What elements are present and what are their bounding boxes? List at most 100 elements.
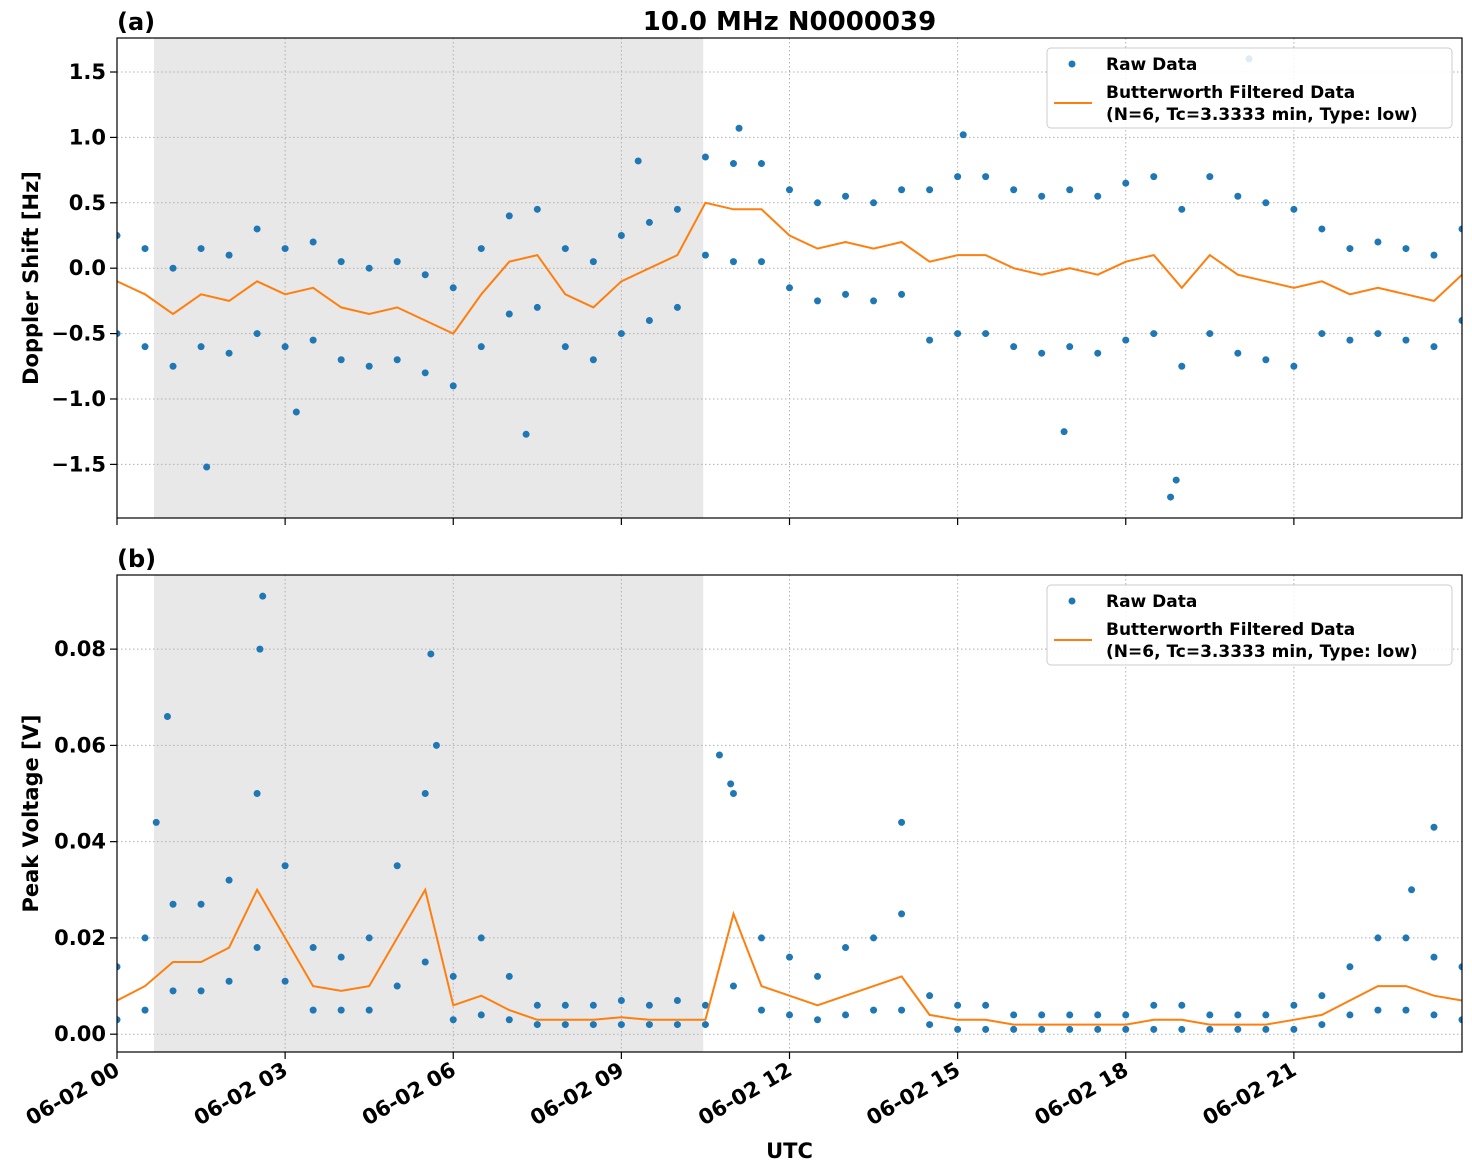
raw-point — [1430, 823, 1438, 831]
raw-point — [421, 271, 429, 279]
raw-point — [117, 963, 121, 971]
raw-point — [225, 876, 233, 884]
raw-point — [735, 124, 743, 132]
raw-point — [1094, 349, 1102, 357]
y-tick-label: 1.0 — [69, 125, 106, 149]
raw-point — [786, 284, 793, 292]
raw-point — [253, 330, 261, 338]
raw-point — [1234, 1025, 1242, 1033]
raw-point — [673, 205, 681, 213]
raw-point — [617, 330, 625, 338]
raw-point — [561, 1001, 569, 1009]
raw-point — [1402, 1006, 1410, 1014]
raw-point — [589, 258, 597, 266]
raw-point — [561, 343, 569, 351]
raw-point — [898, 818, 906, 826]
raw-point — [645, 218, 653, 226]
raw-point — [337, 1006, 345, 1014]
raw-point — [814, 1016, 822, 1024]
raw-point — [898, 910, 906, 918]
raw-point — [701, 153, 709, 161]
raw-point — [169, 264, 177, 272]
raw-point — [169, 900, 177, 908]
raw-point — [505, 972, 513, 980]
legend-label: Raw Data — [1106, 55, 1197, 75]
raw-point — [814, 199, 822, 207]
raw-point — [1122, 1011, 1130, 1019]
raw-point — [1290, 362, 1298, 370]
raw-point — [1318, 992, 1326, 1000]
raw-point — [1066, 1025, 1074, 1033]
raw-point — [1010, 186, 1018, 194]
raw-point — [1374, 330, 1382, 338]
raw-point — [954, 330, 962, 338]
raw-point — [533, 1001, 541, 1009]
raw-point — [673, 303, 681, 311]
raw-point — [1346, 336, 1354, 344]
raw-point — [1458, 963, 1462, 971]
raw-point — [673, 996, 681, 1004]
raw-point — [870, 1006, 878, 1014]
raw-point — [701, 1021, 709, 1029]
raw-point — [898, 290, 906, 298]
raw-point — [225, 349, 233, 357]
raw-point — [365, 1006, 373, 1014]
x-axis-label: UTC — [766, 1139, 813, 1163]
raw-point — [337, 258, 345, 266]
raw-point — [117, 1016, 121, 1024]
raw-point — [561, 1021, 569, 1029]
raw-point — [393, 258, 401, 266]
raw-point — [1150, 1001, 1158, 1009]
raw-point — [141, 245, 149, 253]
raw-point — [1038, 192, 1046, 200]
legend: Raw Data Butterworth Filtered Data(N=6, T… — [1046, 584, 1453, 666]
raw-point — [1167, 493, 1175, 501]
raw-point — [533, 303, 541, 311]
raw-point — [757, 1006, 765, 1014]
legend-label: (N=6, Tc=3.3333 min, Type: low) — [1106, 105, 1418, 125]
raw-point — [309, 238, 317, 246]
raw-point — [256, 645, 264, 653]
raw-point — [617, 1021, 625, 1029]
raw-point — [926, 186, 934, 194]
raw-point — [477, 934, 485, 942]
raw-point — [757, 160, 765, 168]
raw-point — [1374, 934, 1382, 942]
raw-point — [152, 818, 160, 826]
legend-box — [1046, 584, 1453, 666]
legend-box — [1046, 47, 1453, 129]
raw-point — [634, 157, 642, 165]
raw-point — [281, 245, 289, 253]
raw-point — [432, 741, 440, 749]
raw-point — [1122, 336, 1130, 344]
raw-point — [421, 369, 429, 377]
y-tick-label: 0.0 — [69, 256, 106, 280]
raw-point — [365, 934, 373, 942]
raw-point — [365, 362, 373, 370]
raw-point — [1010, 1011, 1018, 1019]
raw-point — [645, 317, 653, 325]
raw-point — [1402, 245, 1410, 253]
raw-point — [954, 1001, 962, 1009]
raw-point — [522, 430, 530, 438]
raw-point — [117, 231, 121, 239]
raw-point — [842, 290, 850, 298]
raw-point — [982, 330, 990, 338]
raw-point — [1374, 1006, 1382, 1014]
raw-point — [197, 245, 205, 253]
raw-point — [1122, 1025, 1130, 1033]
axes-frame — [116, 574, 1463, 1053]
raw-point — [1290, 1025, 1298, 1033]
plot-area — [117, 592, 1462, 1033]
raw-point — [1374, 238, 1382, 246]
x-tick-label: 06-02 06 — [358, 1058, 460, 1131]
raw-point — [1234, 349, 1242, 357]
raw-point — [589, 356, 597, 364]
x-tick-label: 06-02 09 — [526, 1058, 628, 1131]
raw-point — [141, 343, 149, 351]
raw-point — [1038, 1025, 1046, 1033]
raw-point — [203, 463, 211, 471]
y-tick-label: 0.08 — [54, 637, 106, 661]
raw-point — [1290, 1001, 1298, 1009]
